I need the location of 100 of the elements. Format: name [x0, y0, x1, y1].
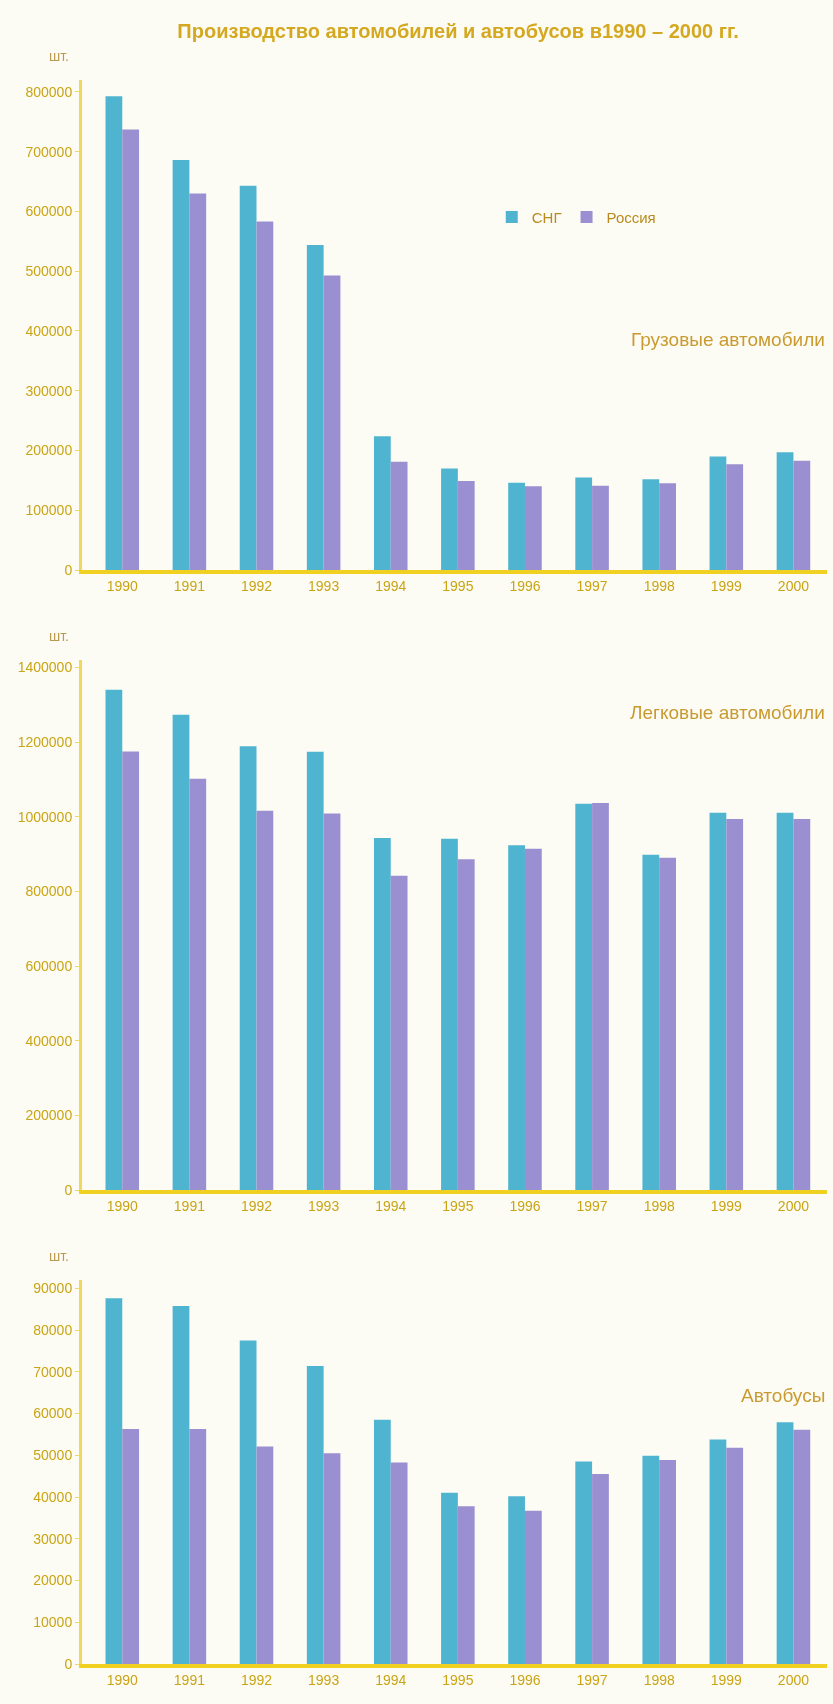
x-tick-label: 1997 — [576, 1197, 608, 1214]
y-axis-title: шт. — [49, 1248, 69, 1264]
y-tick-label: 0 — [64, 1655, 73, 1672]
x-tick-label: 1992 — [240, 1671, 273, 1688]
text: Грузовые автомобили — [631, 329, 825, 350]
y-tick-label: 70000 — [33, 1363, 73, 1380]
bar — [189, 1429, 207, 1664]
bar — [306, 1365, 324, 1664]
bar — [776, 812, 794, 1190]
bar — [105, 96, 123, 570]
x-tick-label: 1994 — [375, 577, 407, 594]
bar — [373, 838, 391, 1190]
x-tick-label: 2000 — [777, 1197, 810, 1214]
x-tick-label: 1991 — [173, 1671, 206, 1688]
text: Легковые автомобили — [630, 702, 825, 723]
bar — [659, 857, 676, 1190]
bar — [105, 1298, 123, 1664]
x-tick-label: 1999 — [710, 577, 743, 594]
y-tick-label: 800000 — [25, 83, 73, 100]
bar — [793, 460, 811, 570]
bar — [726, 1447, 744, 1664]
bar — [122, 129, 140, 570]
bar — [457, 480, 475, 570]
x-tick-label: 1999 — [710, 1197, 743, 1214]
y-tick-label: 30000 — [33, 1530, 73, 1547]
bar — [256, 221, 274, 570]
bar — [726, 819, 744, 1190]
y-tick-label: 80000 — [33, 1321, 73, 1338]
x-tick-label: 1990 — [106, 1197, 139, 1214]
bar — [373, 1419, 391, 1664]
bar — [122, 751, 140, 1190]
bar — [441, 1492, 458, 1664]
bar — [726, 464, 744, 570]
bar — [642, 479, 660, 570]
x-tick-label: 1993 — [308, 577, 340, 594]
bar — [172, 160, 190, 570]
y-tick-label: 600000 — [25, 203, 73, 220]
y-tick-label: 300000 — [25, 382, 73, 399]
bar — [239, 1340, 257, 1664]
y-tick-label: 1000000 — [17, 808, 73, 825]
bar — [793, 1429, 811, 1664]
y-tick-label: 100000 — [25, 502, 73, 519]
bar — [441, 838, 458, 1190]
y-tick-label: 40000 — [33, 1488, 73, 1505]
bar — [122, 1429, 140, 1664]
x-tick-label: 1995 — [442, 577, 474, 594]
x-tick-label: 1998 — [643, 1197, 675, 1214]
y-tick-label: 90000 — [33, 1280, 73, 1297]
y-tick-label: 600000 — [25, 957, 73, 974]
y-tick-label: 400000 — [25, 1032, 73, 1049]
bar — [709, 456, 727, 570]
x-tick-label: 1998 — [643, 1671, 675, 1688]
x-tick-label: 2000 — [777, 577, 810, 594]
bar — [373, 436, 391, 570]
bar — [524, 848, 542, 1190]
text: Автобусы — [741, 1385, 826, 1406]
bar — [189, 193, 207, 570]
bar — [323, 275, 341, 570]
bar — [256, 810, 274, 1190]
y-tick-label: 50000 — [33, 1447, 73, 1464]
bar — [390, 461, 408, 570]
y-tick-label: 1200000 — [17, 734, 73, 751]
bar — [441, 468, 458, 570]
x-tick-label: 1990 — [106, 577, 139, 594]
x-tick-label: 1993 — [308, 1671, 340, 1688]
bar — [189, 778, 207, 1190]
bar — [776, 452, 794, 570]
y-tick-label: 1400000 — [17, 659, 73, 676]
x-tick-label: 1994 — [375, 1671, 407, 1688]
bar — [508, 482, 525, 570]
legend-label: Россия — [606, 208, 656, 226]
bar — [776, 1422, 794, 1664]
y-tick-label: 200000 — [25, 1107, 73, 1124]
bar — [306, 751, 324, 1190]
y-tick-label: 20000 — [33, 1572, 73, 1589]
bar — [659, 1459, 676, 1664]
y-tick-label: 60000 — [33, 1405, 73, 1422]
bar — [575, 803, 593, 1190]
bar — [575, 477, 593, 570]
bar — [323, 813, 341, 1190]
bar — [709, 1439, 727, 1664]
bar — [172, 1305, 190, 1664]
y-tick-label: 0 — [64, 561, 73, 578]
y-tick-label: 200000 — [25, 442, 73, 459]
bar — [524, 1510, 542, 1664]
bar — [239, 746, 257, 1190]
bar — [256, 1446, 274, 1664]
bar — [592, 485, 609, 570]
x-tick-label: 1999 — [710, 1671, 743, 1688]
bar — [457, 1506, 475, 1664]
x-tick-label: 1993 — [308, 1197, 340, 1214]
bar — [105, 689, 123, 1190]
x-tick-label: 1995 — [442, 1197, 474, 1214]
bar — [642, 1455, 660, 1664]
y-axis-title: шт. — [49, 48, 69, 64]
bar — [508, 1496, 525, 1664]
x-tick-label: 1996 — [509, 1671, 541, 1688]
y-tick-label: 800000 — [25, 883, 73, 900]
y-tick-label: 700000 — [25, 143, 73, 160]
bar — [592, 1474, 609, 1664]
